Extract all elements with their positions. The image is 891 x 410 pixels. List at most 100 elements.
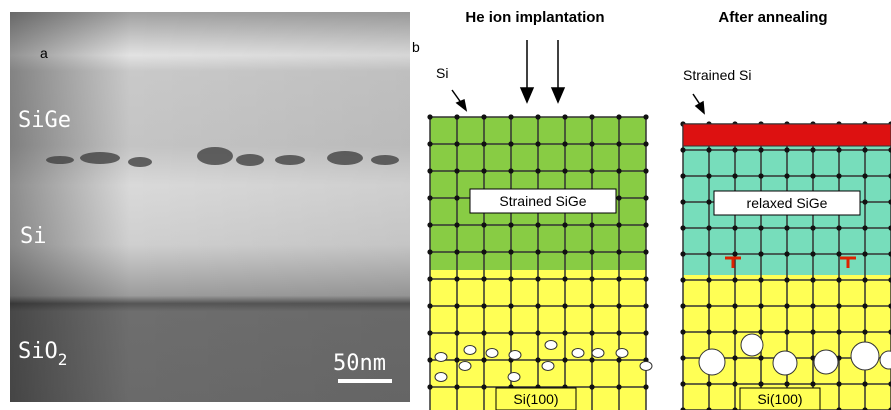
- atom: [562, 168, 567, 173]
- layer-label: SiGe: [18, 108, 71, 133]
- surface-label: Si: [436, 65, 448, 81]
- atom: [680, 277, 685, 282]
- atom: [706, 173, 711, 178]
- void: [699, 349, 725, 375]
- film-label: relaxed SiGe: [747, 195, 828, 211]
- atom: [535, 222, 540, 227]
- atom: [810, 277, 815, 282]
- he-bubble: [545, 341, 557, 350]
- atom: [481, 330, 486, 335]
- atom: [836, 225, 841, 230]
- atom: [732, 173, 737, 178]
- atom: [758, 381, 763, 386]
- atom: [589, 222, 594, 227]
- atom: [454, 249, 459, 254]
- atom: [616, 330, 621, 335]
- lattices: [427, 114, 891, 410]
- atom: [427, 384, 432, 389]
- he-bubble: [508, 373, 520, 382]
- atom: [680, 225, 685, 230]
- atom: [758, 173, 763, 178]
- atom: [758, 303, 763, 308]
- atom: [481, 222, 486, 227]
- atom: [706, 303, 711, 308]
- panel-letter: b: [412, 39, 420, 55]
- he-bubble: [640, 362, 652, 371]
- strained-si: [683, 124, 891, 146]
- atom: [784, 277, 789, 282]
- atom: [758, 277, 763, 282]
- atom: [481, 114, 486, 119]
- atom: [784, 329, 789, 334]
- atom: [784, 173, 789, 178]
- void: [814, 350, 838, 374]
- layer-label: Si: [20, 224, 47, 249]
- atom: [535, 141, 540, 146]
- atom: [810, 329, 815, 334]
- atom: [481, 168, 486, 173]
- atom: [427, 303, 432, 308]
- atom: [454, 276, 459, 281]
- atom: [862, 303, 867, 308]
- atom: [862, 251, 867, 256]
- surface-label: Strained Si: [683, 67, 751, 83]
- atom: [862, 329, 867, 334]
- atom: [706, 251, 711, 256]
- atom: [508, 249, 513, 254]
- atom: [481, 384, 486, 389]
- atom: [427, 276, 432, 281]
- atom: [836, 381, 841, 386]
- atom: [589, 249, 594, 254]
- atom: [616, 222, 621, 227]
- atom: [616, 195, 621, 200]
- atom: [562, 357, 567, 362]
- atom: [454, 114, 459, 119]
- atom: [643, 195, 648, 200]
- atom: [508, 330, 513, 335]
- atom: [562, 330, 567, 335]
- atom: [758, 251, 763, 256]
- atom: [680, 329, 685, 334]
- atom: [862, 277, 867, 282]
- atom: [454, 384, 459, 389]
- atom: [784, 381, 789, 386]
- substrate-label: Si(100): [513, 391, 558, 407]
- atom: [508, 114, 513, 119]
- atom: [616, 384, 621, 389]
- atom: [784, 147, 789, 152]
- atom: [427, 114, 432, 119]
- atom: [643, 330, 648, 335]
- atom: [427, 222, 432, 227]
- he-bubble: [509, 351, 521, 360]
- atom: [732, 251, 737, 256]
- atom: [706, 277, 711, 282]
- atom: [810, 251, 815, 256]
- atom: [616, 276, 621, 281]
- atom: [535, 249, 540, 254]
- atom: [535, 114, 540, 119]
- atom: [643, 249, 648, 254]
- atom: [732, 277, 737, 282]
- atom: [427, 141, 432, 146]
- panel-title: After annealing: [718, 9, 827, 26]
- atom: [680, 303, 685, 308]
- atom: [481, 276, 486, 281]
- void: [851, 342, 879, 370]
- atom: [836, 277, 841, 282]
- atom: [508, 276, 513, 281]
- atom: [758, 147, 763, 152]
- atom: [535, 330, 540, 335]
- atom: [758, 225, 763, 230]
- atom: [680, 381, 685, 386]
- he-bubble: [435, 353, 447, 362]
- atom: [706, 225, 711, 230]
- atom: [616, 249, 621, 254]
- figure: a SiGe Si SiO2 50nm b He ion implantatio…: [0, 0, 891, 410]
- atom: [643, 168, 648, 173]
- atom: [481, 357, 486, 362]
- atom: [562, 222, 567, 227]
- atom: [810, 147, 815, 152]
- atom: [562, 114, 567, 119]
- atom: [427, 357, 432, 362]
- atom: [616, 168, 621, 173]
